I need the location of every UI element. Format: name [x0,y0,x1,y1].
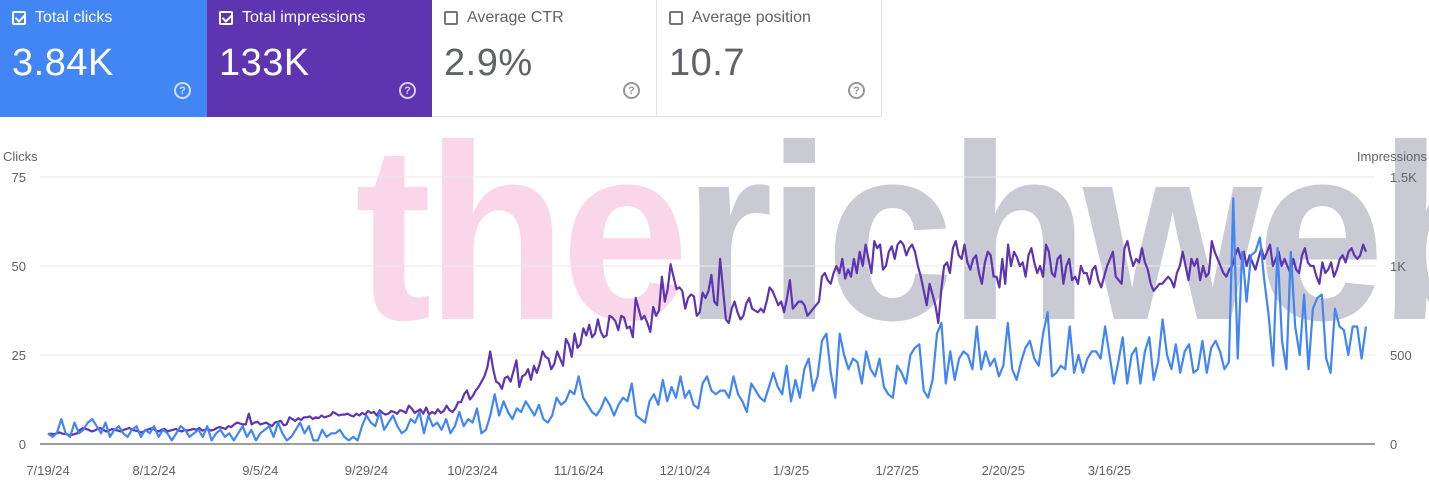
checkbox-unchecked-icon[interactable] [669,11,683,25]
x-tick-label: 3/16/25 [1088,463,1131,478]
help-icon[interactable]: ? [623,82,640,99]
metric-label: Average CTR [467,9,564,26]
metric-cards: Total clicks 3.84K ? Total impressions 1… [0,0,882,117]
help-icon[interactable]: ? [399,82,416,99]
x-tick-label: 12/10/24 [660,463,711,478]
checkbox-checked-icon[interactable] [12,11,26,25]
y-right-tick-label: 500 [1390,348,1412,363]
y-right-tick-label: 1K [1390,259,1406,274]
y-right-tick-label: 0 [1390,437,1397,452]
metric-card-average-position[interactable]: Average position 10.7 ? [657,0,882,117]
metric-value: 2.9% [444,42,533,84]
x-tick-label: 9/5/24 [242,463,278,478]
help-icon[interactable]: ? [174,82,191,99]
metric-card-average-ctr[interactable]: Average CTR 2.9% ? [432,0,657,117]
metric-card-total-clicks[interactable]: Total clicks 3.84K ? [0,0,207,117]
x-tick-label: 11/16/24 [554,463,604,478]
series-line-total-clicks [47,197,1368,442]
metric-label: Total clicks [35,9,113,26]
y-left-axis-label: Clicks [3,149,38,164]
x-tick-label: 1/27/25 [875,463,918,478]
help-icon[interactable]: ? [848,82,865,99]
x-tick-label: 10/23/24 [447,463,498,478]
x-tick-label: 7/19/24 [26,463,69,478]
metric-value: 133K [219,42,310,84]
metric-value: 10.7 [669,42,745,84]
y-left-tick-label: 50 [12,259,26,274]
y-left-tick-label: 25 [12,348,26,363]
x-tick-label: 8/12/24 [132,463,175,478]
y-left-tick-label: 0 [19,437,26,452]
x-tick-label: 1/3/25 [773,463,809,478]
x-tick-label: 2/20/25 [982,463,1025,478]
metric-label: Total impressions [242,9,366,26]
y-right-tick-label: 1.5K [1390,170,1417,185]
x-tick-label: 9/29/24 [345,463,388,478]
y-right-axis-label: Impressions [1357,149,1428,164]
checkbox-unchecked-icon[interactable] [444,11,458,25]
metric-card-total-impressions[interactable]: Total impressions 133K ? [207,0,432,117]
metric-label: Average position [692,9,811,26]
metric-value: 3.84K [12,42,114,84]
checkbox-checked-icon[interactable] [219,11,233,25]
series-line-total-impressions [47,240,1368,437]
y-left-tick-label: 75 [12,170,26,185]
